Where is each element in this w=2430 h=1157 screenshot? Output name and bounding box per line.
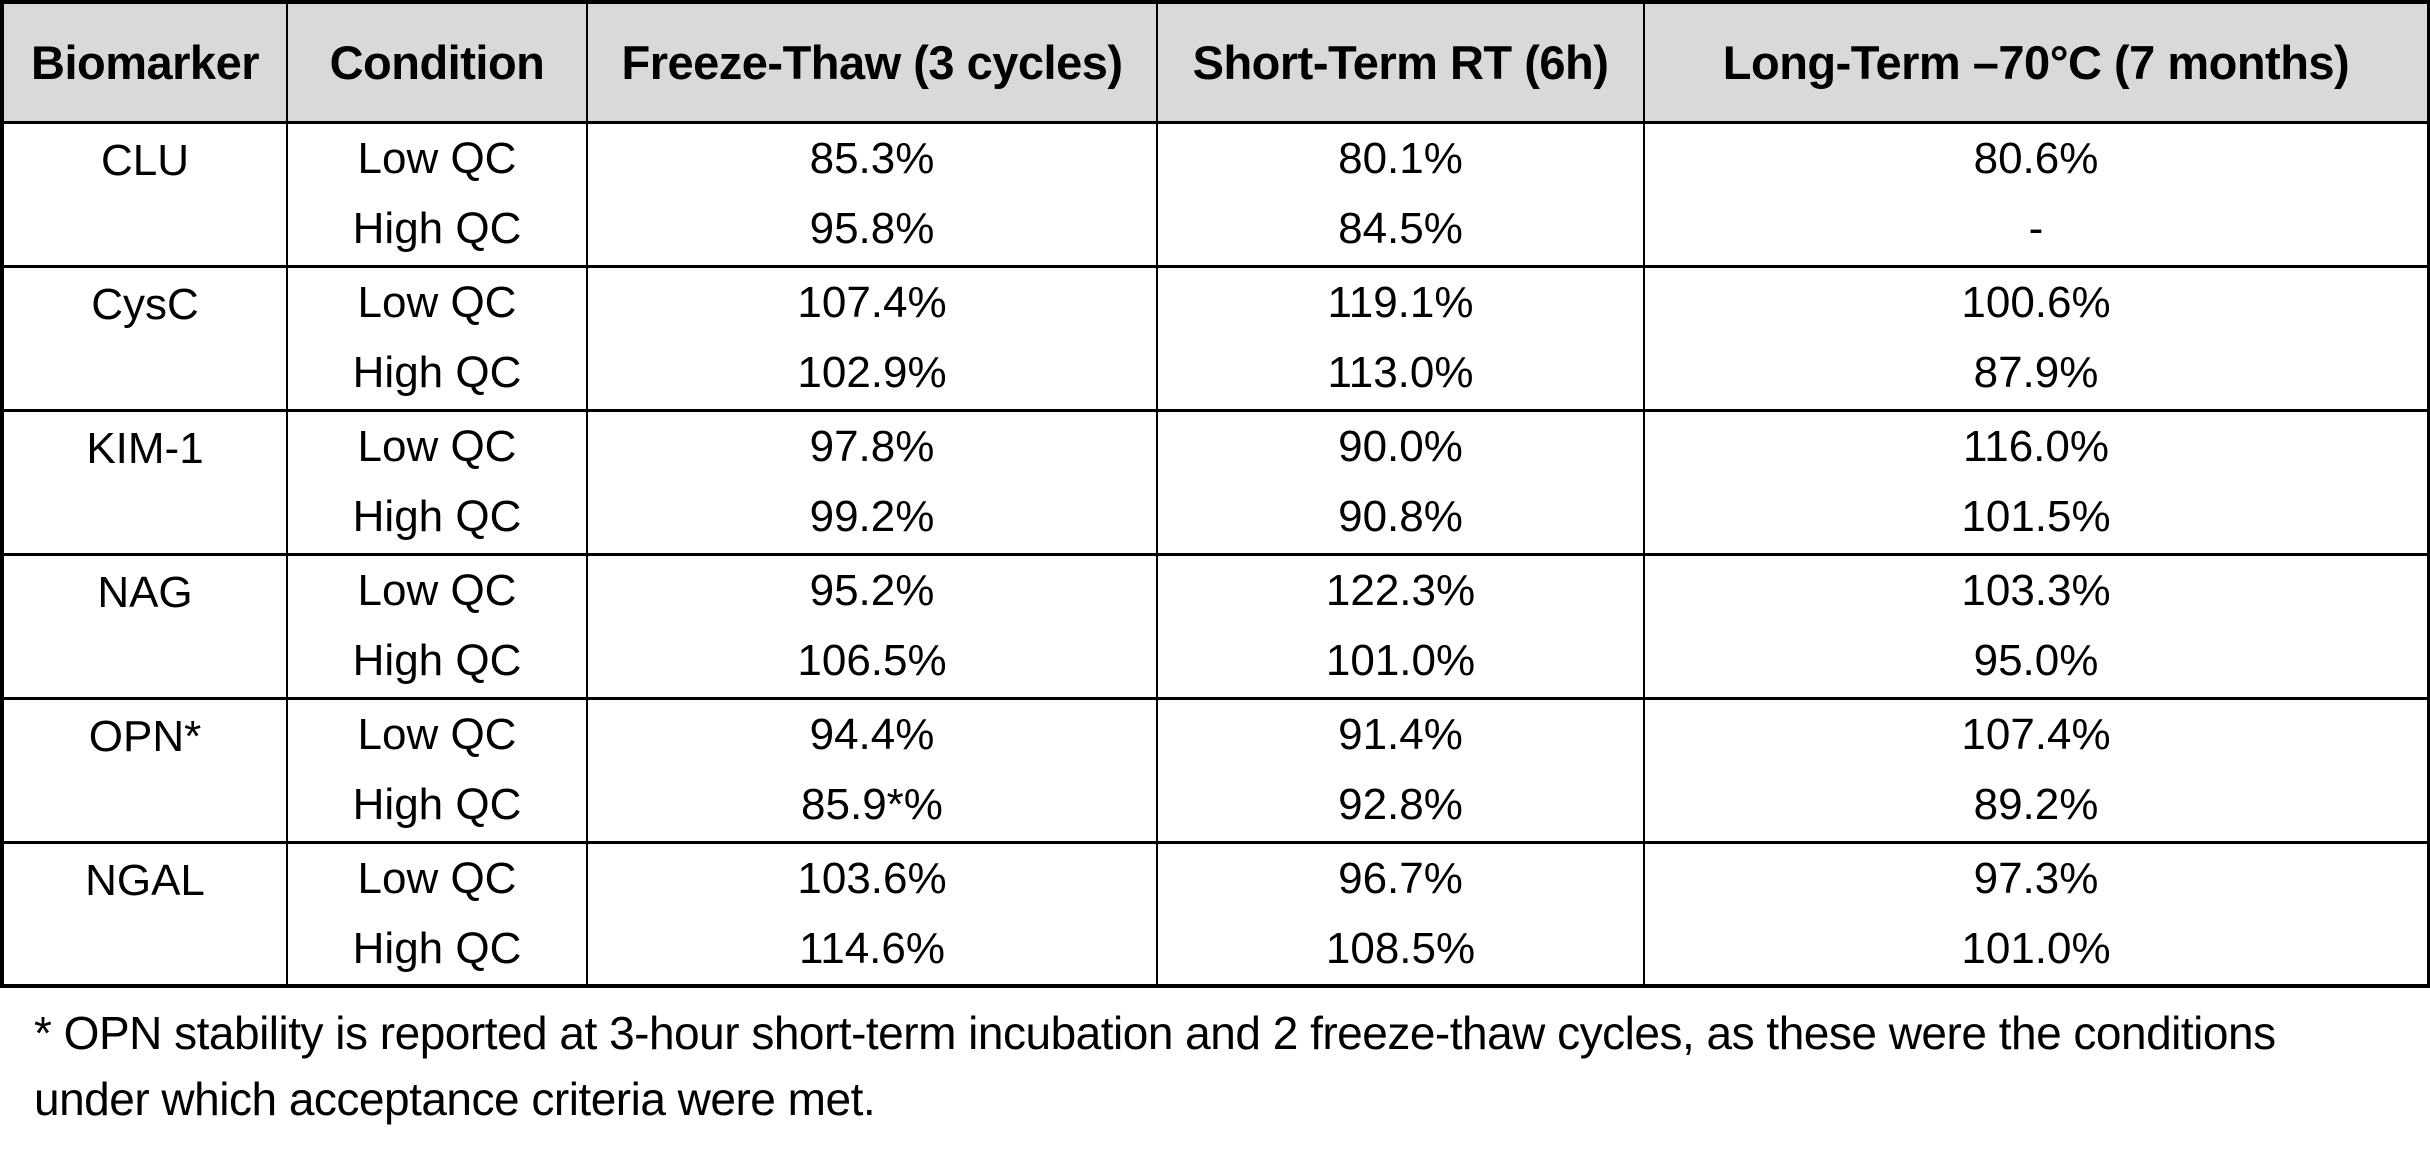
value-cell: 80.1% <box>1156 120 1645 194</box>
value-cell: 89.2% <box>1643 770 2430 842</box>
value-cell: 97.8% <box>586 408 1158 482</box>
value-cell: 85.3% <box>586 120 1158 194</box>
value-cell: 101.0% <box>1156 626 1645 698</box>
condition-cell: Low QC <box>286 120 588 194</box>
biomarker-cell: NAG <box>1 552 288 698</box>
value-cell: 85.9*% <box>586 770 1158 842</box>
value-cell: 95.0% <box>1643 626 2430 698</box>
header-row: Biomarker Condition Freeze-Thaw (3 cycle… <box>1 2 2430 124</box>
biomarker-stability-table: Biomarker Condition Freeze-Thaw (3 cycle… <box>0 0 2430 988</box>
value-cell: 122.3% <box>1156 552 1645 626</box>
value-cell: 80.6% <box>1643 120 2430 194</box>
column-header-freeze-thaw: Freeze-Thaw (3 cycles) <box>586 2 1158 124</box>
value-cell: 91.4% <box>1156 696 1645 770</box>
condition-cell: High QC <box>286 770 588 842</box>
value-cell: 114.6% <box>586 914 1158 986</box>
value-cell: 101.0% <box>1643 914 2430 986</box>
value-cell: 103.3% <box>1643 552 2430 626</box>
condition-cell: Low QC <box>286 408 588 482</box>
column-header-condition: Condition <box>286 2 588 124</box>
table-footnote: * OPN stability is reported at 3-hour sh… <box>34 1007 2276 1125</box>
value-cell: 102.9% <box>586 338 1158 410</box>
value-cell: 116.0% <box>1643 408 2430 482</box>
value-cell: 113.0% <box>1156 338 1645 410</box>
condition-cell: High QC <box>286 482 588 554</box>
value-cell: 97.3% <box>1643 840 2430 914</box>
table-row: High QC 99.2% 90.8% 101.5% <box>2 482 2430 554</box>
value-cell: 107.4% <box>586 264 1158 338</box>
value-cell: 95.8% <box>586 194 1158 266</box>
table-row: NGAL Low QC 103.6% 96.7% 97.3% <box>1 840 2430 986</box>
table-row: High QC 95.8% 84.5% - <box>2 194 2430 266</box>
condition-cell: High QC <box>286 194 588 266</box>
value-cell: 108.5% <box>1156 914 1645 986</box>
condition-cell: High QC <box>286 338 588 410</box>
condition-cell: High QC <box>286 914 588 986</box>
column-header-long-term: Long-Term –70°C (7 months) <box>1643 2 2430 124</box>
table-row: OPN* Low QC 94.4% 91.4% 107.4% <box>1 696 2430 842</box>
condition-cell: Low QC <box>286 840 588 914</box>
value-cell: 90.8% <box>1156 482 1645 554</box>
column-header-biomarker: Biomarker <box>1 2 288 124</box>
value-cell: 96.7% <box>1156 840 1645 914</box>
value-cell: - <box>1643 194 2430 266</box>
table-row: High QC 85.9*% 92.8% 89.2% <box>2 770 2430 842</box>
value-cell: 92.8% <box>1156 770 1645 842</box>
table-row: CysC Low QC 107.4% 119.1% 100.6% <box>1 264 2430 410</box>
table-row: High QC 114.6% 108.5% 101.0% <box>2 914 2430 986</box>
biomarker-cell: OPN* <box>1 696 288 842</box>
condition-cell: Low QC <box>286 696 588 770</box>
table-row: CLU Low QC 85.3% 80.1% 80.6% <box>1 120 2430 266</box>
value-cell: 100.6% <box>1643 264 2430 338</box>
value-cell: 107.4% <box>1643 696 2430 770</box>
biomarker-cell: CysC <box>1 264 288 410</box>
table-row: KIM-1 Low QC 97.8% 90.0% 116.0% <box>1 408 2430 554</box>
biomarker-cell: NGAL <box>1 840 288 986</box>
value-cell: 103.6% <box>586 840 1158 914</box>
biomarker-cell: CLU <box>1 120 288 266</box>
value-cell: 94.4% <box>586 696 1158 770</box>
value-cell: 99.2% <box>586 482 1158 554</box>
value-cell: 87.9% <box>1643 338 2430 410</box>
value-cell: 84.5% <box>1156 194 1645 266</box>
value-cell: 106.5% <box>586 626 1158 698</box>
condition-cell: Low QC <box>286 264 588 338</box>
table-row: NAG Low QC 95.2% 122.3% 103.3% <box>1 552 2430 698</box>
condition-cell: Low QC <box>286 552 588 626</box>
value-cell: 90.0% <box>1156 408 1645 482</box>
value-cell: 119.1% <box>1156 264 1645 338</box>
column-header-short-term: Short-Term RT (6h) <box>1156 2 1645 124</box>
table-row: High QC 106.5% 101.0% 95.0% <box>2 626 2430 698</box>
value-cell: 101.5% <box>1643 482 2430 554</box>
table-row: High QC 102.9% 113.0% 87.9% <box>2 338 2430 410</box>
condition-cell: High QC <box>286 626 588 698</box>
value-cell: 95.2% <box>586 552 1158 626</box>
biomarker-cell: KIM-1 <box>1 408 288 554</box>
